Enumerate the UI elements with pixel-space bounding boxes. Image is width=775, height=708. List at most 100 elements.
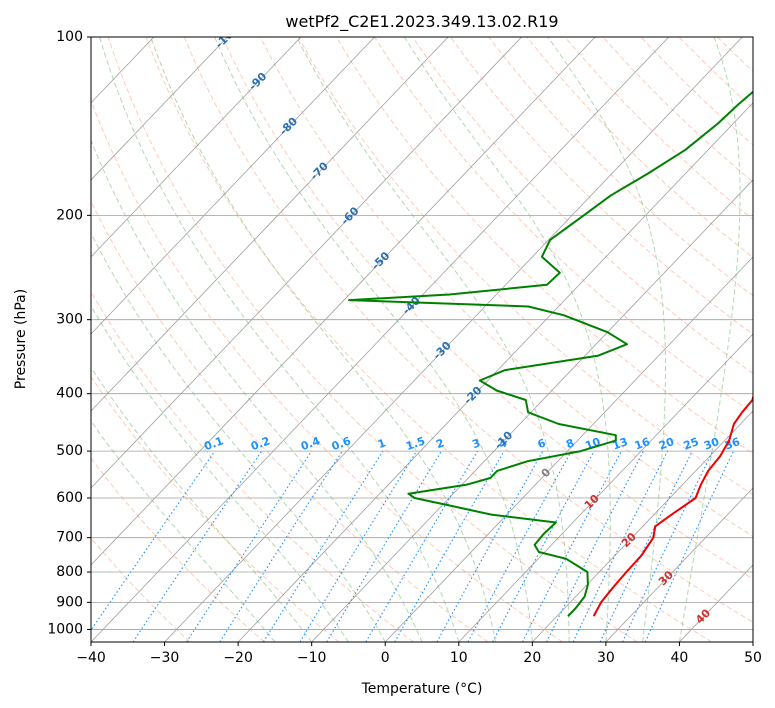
mixing-ratio-line bbox=[436, 450, 544, 642]
x-tick-label: 50 bbox=[744, 650, 762, 666]
dry-adiabat bbox=[107, 37, 638, 642]
mixing-ratio-line bbox=[492, 450, 595, 642]
dry-adiabat bbox=[91, 200, 489, 642]
temperature-profile-line bbox=[592, 393, 753, 617]
mixing-ratio-label: 1.5 bbox=[404, 434, 427, 453]
x-tick-label: 0 bbox=[381, 650, 390, 666]
mixing-ratio-line bbox=[365, 450, 478, 642]
mixing-ratio-label: 2 bbox=[434, 436, 446, 451]
isotherm-line bbox=[91, 37, 670, 642]
dry-adiabat bbox=[640, 37, 753, 146]
moist-adiabat bbox=[296, 37, 570, 642]
dry-adiabat bbox=[450, 37, 753, 336]
dry-adiabat bbox=[297, 37, 753, 496]
mixing-ratio-label: 0.2 bbox=[249, 434, 272, 453]
y-tick-label: 600 bbox=[56, 490, 83, 506]
dry-adiabat bbox=[91, 457, 265, 642]
mixing-ratio-label: 4 bbox=[497, 436, 509, 451]
isotherm-line bbox=[458, 333, 753, 642]
y-tick-label: 900 bbox=[56, 594, 83, 610]
mixing-ratio-line bbox=[299, 450, 418, 642]
dry-adiabat bbox=[335, 37, 753, 455]
y-tick-label: 300 bbox=[56, 312, 83, 328]
dry-adiabat bbox=[374, 37, 753, 414]
x-axis-title: Temperature (°C) bbox=[361, 681, 483, 697]
isotherm-line bbox=[605, 487, 753, 642]
dry-adiabat bbox=[91, 99, 563, 642]
isotherm-line bbox=[91, 37, 522, 489]
moist-adiabat bbox=[214, 37, 533, 642]
x-tick-label: 20 bbox=[523, 650, 541, 666]
mixing-ratio-line bbox=[572, 450, 669, 642]
mixing-ratio-line bbox=[546, 450, 644, 642]
x-tick-label: −10 bbox=[297, 650, 327, 666]
isotherm-line bbox=[311, 179, 753, 642]
dry-adiabat bbox=[183, 37, 753, 623]
mixing-ratio-label: 25 bbox=[682, 435, 701, 452]
isotherm-line bbox=[384, 256, 753, 642]
dry-adiabat bbox=[412, 37, 753, 375]
x-tick-label: 40 bbox=[671, 650, 689, 666]
dry-adiabat bbox=[259, 37, 753, 538]
mixing-ratio-label: 16 bbox=[633, 435, 652, 453]
y-tick-label: 200 bbox=[56, 207, 83, 223]
dry-adiabat bbox=[564, 37, 753, 221]
dry-adiabat bbox=[755, 37, 775, 642]
x-tick-label: −40 bbox=[76, 650, 106, 666]
moist-adiabat bbox=[150, 37, 497, 642]
mixing-ratio-line bbox=[186, 450, 313, 642]
moist-adiabat bbox=[99, 37, 460, 642]
isotherm-line bbox=[91, 37, 449, 412]
isotherm-line bbox=[91, 37, 596, 566]
mixing-ratio-label: 3 bbox=[471, 436, 483, 451]
x-tick-label: −30 bbox=[150, 650, 180, 666]
dry-adiabat bbox=[91, 290, 414, 642]
mixing-ratio-line bbox=[132, 450, 263, 642]
x-tick-label: 30 bbox=[597, 650, 615, 666]
mixing-ratio-label: 1 bbox=[376, 436, 388, 451]
dry-adiabat bbox=[145, 37, 713, 642]
dry-adiabat bbox=[602, 37, 753, 183]
moist-adiabat bbox=[91, 232, 386, 642]
isotherm-line bbox=[91, 37, 228, 181]
x-tick-label: −20 bbox=[223, 650, 253, 666]
x-tick-label: 10 bbox=[450, 650, 468, 666]
dewpoint-profile-line bbox=[348, 90, 753, 617]
isotherm-line bbox=[91, 37, 375, 335]
mixing-ratio-label: 8 bbox=[564, 436, 576, 451]
isotherm-line bbox=[237, 102, 753, 642]
y-tick-label: 1000 bbox=[47, 621, 83, 637]
isotherm-line bbox=[91, 37, 302, 258]
y-tick-label: 100 bbox=[56, 29, 83, 45]
y-tick-label: 500 bbox=[56, 443, 83, 459]
mixing-ratio-label: 0.4 bbox=[299, 434, 322, 453]
y-tick-label: 700 bbox=[56, 530, 83, 546]
mixing-ratio-line bbox=[326, 450, 442, 642]
mixing-ratio-label: 0.6 bbox=[330, 434, 353, 453]
moist-adiabat bbox=[91, 305, 349, 642]
isotherm-line bbox=[752, 641, 753, 642]
mixing-ratio-label: 36 bbox=[723, 435, 742, 453]
moist-adiabat bbox=[547, 37, 666, 642]
dry-adiabat bbox=[678, 37, 753, 109]
mixing-ratio-line bbox=[644, 450, 734, 642]
moist-adiabat bbox=[91, 420, 276, 642]
mixing-ratio-label: 6 bbox=[536, 436, 548, 451]
moist-adiabat bbox=[678, 37, 741, 642]
dry-adiabat bbox=[91, 537, 191, 642]
mixing-ratio-line bbox=[91, 450, 216, 631]
dry-adiabat bbox=[716, 37, 753, 72]
plot-area: 0.1 0.2 0.4 0.6 1 1.5 2 3 4 6 8 10 13 16 20 25 30 36-100-… bbox=[0, 37, 775, 642]
mixing-ratio-label: 30 bbox=[702, 435, 721, 453]
y-tick-label: 800 bbox=[56, 564, 83, 580]
isotherm-line bbox=[532, 410, 753, 642]
moist-adiabat bbox=[91, 139, 423, 642]
isotherm-line bbox=[164, 37, 743, 642]
x-axis: −40 −30 −20 −10 0 10 20 30 40 50 bbox=[76, 642, 762, 666]
moist-adiabat bbox=[403, 37, 611, 642]
isotherm-line bbox=[0, 37, 7, 642]
y-axis: 100 200 300 400 500 600 700 800 900 1000 bbox=[47, 29, 91, 637]
mixing-ratio-line bbox=[467, 450, 572, 642]
y-axis-title: Pressure (hPa) bbox=[13, 289, 29, 389]
